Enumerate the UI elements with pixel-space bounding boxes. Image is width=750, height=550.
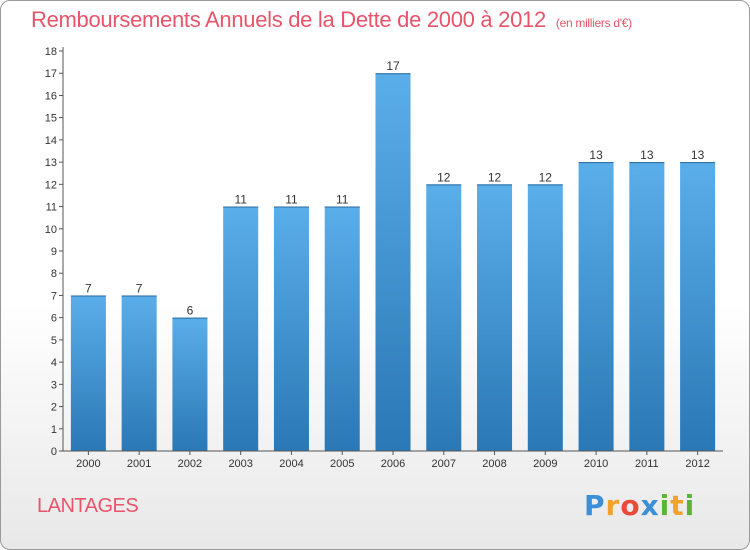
bar [121, 295, 157, 451]
logo-letter: i [684, 489, 696, 522]
logo-letter: x [640, 489, 660, 522]
logo-letter: o [620, 489, 641, 522]
labels-layer: 7 2000 7 2001 6 2002 11 2003 11 2004 11 2005 17 2006 1… [76, 59, 710, 470]
y-tick-label: 12 [45, 179, 57, 191]
y-tick-label: 8 [51, 268, 57, 280]
bar [629, 162, 665, 451]
x-tick-label: 2012 [685, 458, 709, 470]
bar [527, 184, 563, 452]
bar [578, 162, 614, 451]
y-tick-label: 17 [45, 68, 57, 80]
y-tick-label: 18 [45, 46, 57, 58]
bar-value-label: 11 [336, 193, 349, 207]
x-tick-label: 2011 [635, 458, 659, 470]
y-tick-label: 14 [45, 135, 57, 147]
y-tick-label: 16 [45, 90, 57, 102]
x-tick-label: 2000 [76, 458, 100, 470]
bar-value-label: 12 [488, 170, 502, 184]
bar-value-label: 7 [136, 281, 143, 295]
bar [70, 295, 106, 451]
x-tick-label: 2001 [127, 458, 151, 470]
y-tick-label: 9 [51, 246, 57, 258]
y-tick-label: 2 [51, 402, 57, 414]
bar-value-label: 11 [285, 193, 298, 207]
y-tick-label: 4 [51, 357, 57, 369]
x-tick-label: 2008 [482, 458, 506, 470]
bars-layer [70, 73, 716, 452]
y-tick-label: 5 [51, 335, 57, 347]
bar [223, 206, 259, 451]
bar [273, 206, 309, 451]
chart-title-text: Remboursements Annuels de la Dette de 20… [31, 7, 546, 32]
bar-value-label: 6 [187, 304, 194, 318]
bar-value-label: 7 [85, 281, 92, 295]
bar [172, 317, 208, 451]
chart-title: Remboursements Annuels de la Dette de 20… [31, 7, 632, 33]
y-tick-label: 1 [51, 424, 57, 436]
x-tick-label: 2004 [279, 458, 303, 470]
logo-letter: i [659, 489, 671, 522]
bar-value-label: 13 [589, 148, 603, 162]
bar-value-label: 13 [691, 148, 705, 162]
y-tick-label: 3 [51, 379, 57, 391]
x-tick-label: 2007 [432, 458, 456, 470]
bar-value-label: 17 [386, 59, 400, 73]
y-tick-label: 11 [46, 202, 57, 214]
x-tick-label: 2006 [381, 458, 405, 470]
x-tick-label: 2005 [330, 458, 354, 470]
chart-subtitle: (en milliers d'€) [555, 16, 632, 30]
logo-letter: t [670, 489, 685, 522]
bar [375, 73, 411, 451]
x-tick-label: 2009 [533, 458, 557, 470]
y-tick-label: 7 [51, 290, 57, 302]
commune-name: LANTAGES [37, 495, 139, 517]
y-tick-label: 0 [51, 446, 57, 458]
logo-letter: r [605, 489, 621, 522]
bar-value-label: 12 [539, 170, 553, 184]
y-tick-label: 13 [45, 157, 57, 169]
bar [680, 162, 716, 451]
y-tick-label: 15 [45, 113, 57, 125]
y-tick-label: 10 [45, 224, 57, 236]
x-tick-label: 2010 [584, 458, 608, 470]
proxiti-logo[interactable]: Proxiti [584, 489, 695, 522]
x-tick-label: 2003 [228, 458, 252, 470]
bar [426, 184, 462, 452]
y-tick-label: 6 [51, 313, 57, 325]
bar-value-label: 13 [640, 148, 654, 162]
bar [477, 184, 513, 452]
logo-letter: P [584, 489, 606, 522]
bar-value-label: 12 [437, 170, 451, 184]
bar [324, 206, 360, 451]
x-tick-label: 2002 [178, 458, 202, 470]
bar-value-label: 11 [234, 193, 247, 207]
